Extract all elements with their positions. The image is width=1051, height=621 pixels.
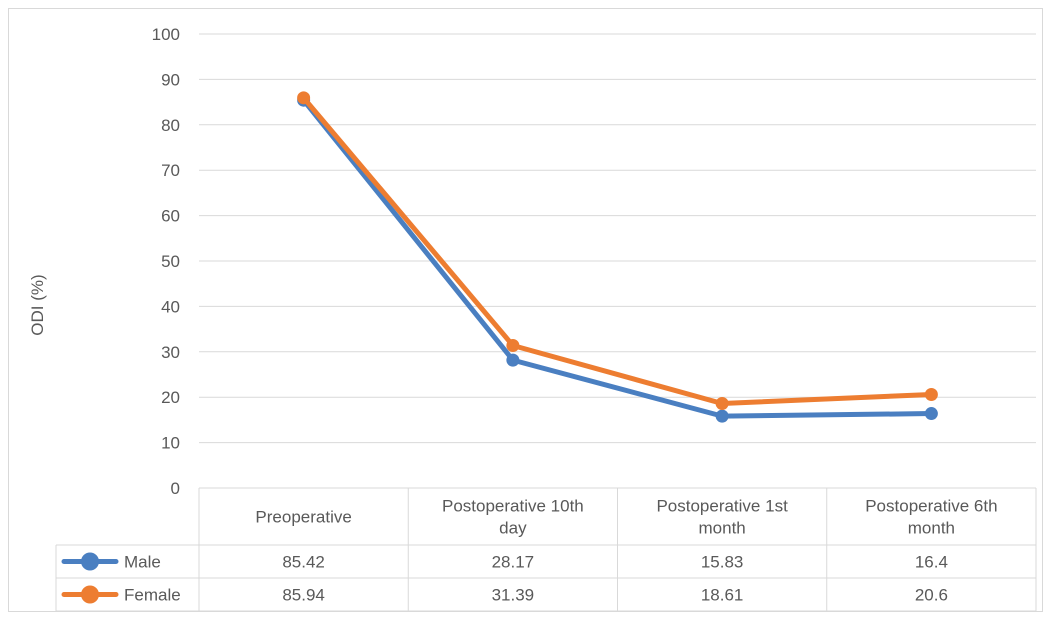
data-point [715, 397, 729, 411]
data-cell: 31.39 [492, 586, 535, 605]
data-cell: 18.61 [701, 586, 744, 605]
y-axis-ticks: 0 10 20 30 40 50 60 70 80 90 100 [152, 25, 180, 498]
y-tick-label: 60 [161, 207, 180, 226]
y-tick-label: 70 [161, 161, 180, 180]
series-line [301, 95, 934, 407]
legend-marker [81, 552, 99, 571]
y-tick-label: 0 [171, 479, 180, 498]
category-label: day [499, 519, 527, 538]
y-tick-label: 100 [152, 25, 180, 44]
data-point [715, 409, 729, 423]
data-cell: 28.17 [492, 553, 535, 572]
data-point [506, 353, 520, 367]
series-line [301, 97, 934, 419]
category-label: Preoperative [255, 508, 351, 527]
y-axis-label: ODI (%) [28, 274, 47, 335]
y-tick-label: 80 [161, 116, 180, 135]
data-cell: 15.83 [701, 553, 744, 572]
category-label: Postoperative 1st [656, 497, 788, 516]
data-point [924, 387, 938, 401]
legend-label: Male [124, 553, 161, 572]
data-cell: 16.4 [915, 553, 948, 572]
y-tick-label: 20 [161, 388, 180, 407]
y-tick-label: 90 [161, 70, 180, 89]
category-label: Postoperative 10th [442, 497, 584, 516]
legend-label: Female [124, 586, 181, 605]
data-table: Preoperative Postoperative 10th day Postope… [55, 487, 1037, 612]
y-tick-label: 50 [161, 252, 180, 271]
y-tick-label: 10 [161, 434, 180, 453]
y-tick-label: 40 [161, 297, 180, 316]
gridlines [199, 33, 1036, 444]
data-point [924, 407, 938, 421]
data-point [506, 338, 520, 352]
category-label: Postoperative 6th [865, 497, 997, 516]
category-label: month [699, 519, 746, 538]
data-cell: 85.94 [282, 586, 325, 605]
category-label: month [908, 519, 955, 538]
y-tick-label: 30 [161, 343, 180, 362]
data-cell: 20.6 [915, 586, 948, 605]
data-cell: 85.42 [282, 553, 325, 572]
data-point [297, 91, 311, 105]
series-lines [297, 91, 938, 423]
legend-marker [81, 585, 99, 604]
